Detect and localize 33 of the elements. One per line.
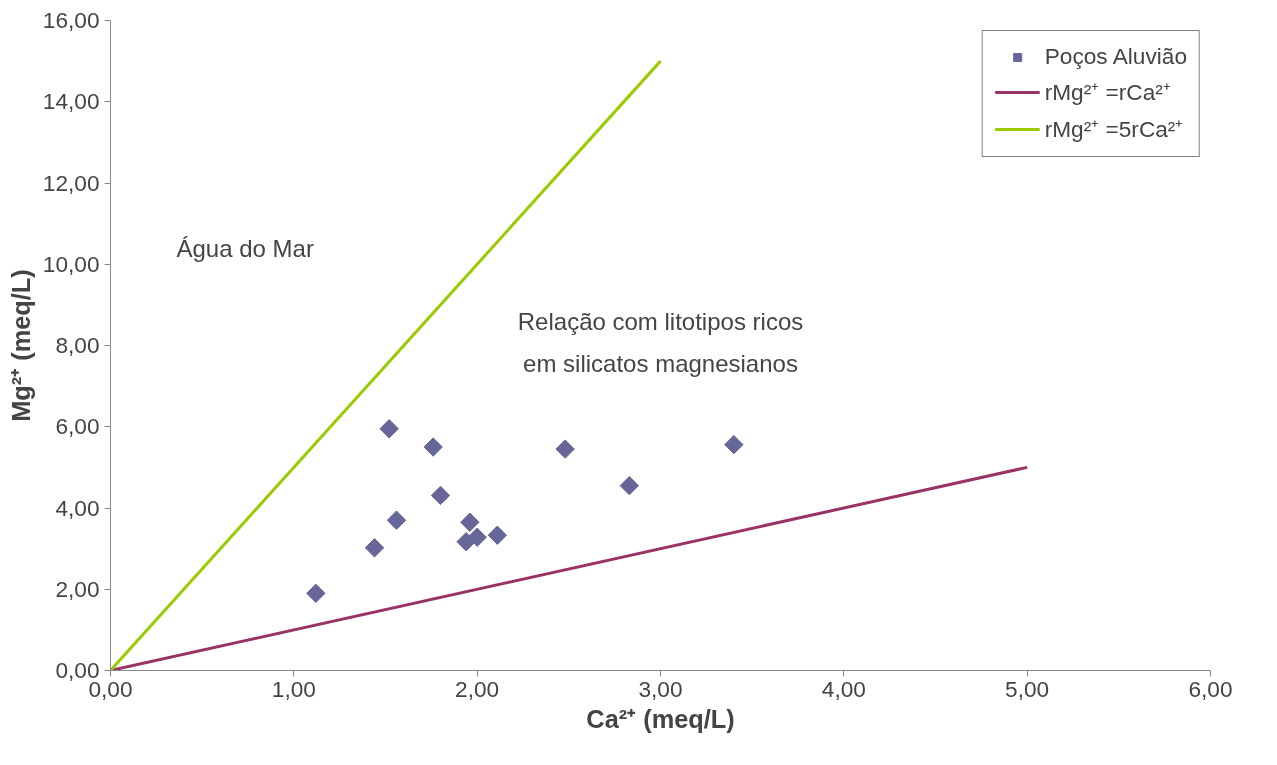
point — [364, 538, 385, 558]
x-tick-label: 2,00 — [455, 675, 500, 702]
legend-label: Poços Aluvião — [1044, 43, 1187, 70]
y-axis-title: Mg²⁺ (meq/L) — [6, 269, 35, 422]
point — [386, 510, 407, 530]
y-tick-label: 4,00 — [55, 494, 100, 521]
point — [306, 583, 326, 603]
point — [724, 434, 744, 455]
x-axis-title: Ca²⁺ (meq/L) — [586, 704, 735, 733]
point — [487, 525, 508, 545]
x-tick-label: 3,00 — [638, 675, 683, 702]
point — [467, 527, 487, 547]
y-tick-label: 6,00 — [55, 413, 100, 440]
y-tick-label: 8,00 — [55, 332, 100, 358]
x-tick-label: 4,00 — [821, 675, 866, 702]
legend-label: rMg²⁺ =rCa²⁺ — [1044, 78, 1171, 107]
x-tick-label: 6,00 — [1188, 675, 1233, 702]
y-tick-label: 10,00 — [42, 250, 100, 277]
x-tick-label: 1,00 — [271, 675, 316, 702]
point — [430, 485, 451, 506]
point — [423, 437, 443, 457]
legend-label: rMg²⁺ =5rCa²⁺ — [1044, 115, 1184, 144]
y-tick-label: 14,00 — [42, 88, 100, 115]
point — [460, 512, 480, 532]
y-tick-label: 12,00 — [42, 169, 100, 196]
point — [619, 475, 640, 496]
point — [379, 419, 399, 439]
annotation: Água do Mar — [176, 234, 314, 262]
y-tick-label: 16,00 — [42, 7, 100, 33]
x-tick-label: 5,00 — [1005, 675, 1050, 702]
y-tick-label: 2,00 — [55, 575, 100, 602]
point — [555, 439, 575, 459]
annotation: Relação com litotipos ricos em silicatos magnesianos — [517, 307, 804, 378]
